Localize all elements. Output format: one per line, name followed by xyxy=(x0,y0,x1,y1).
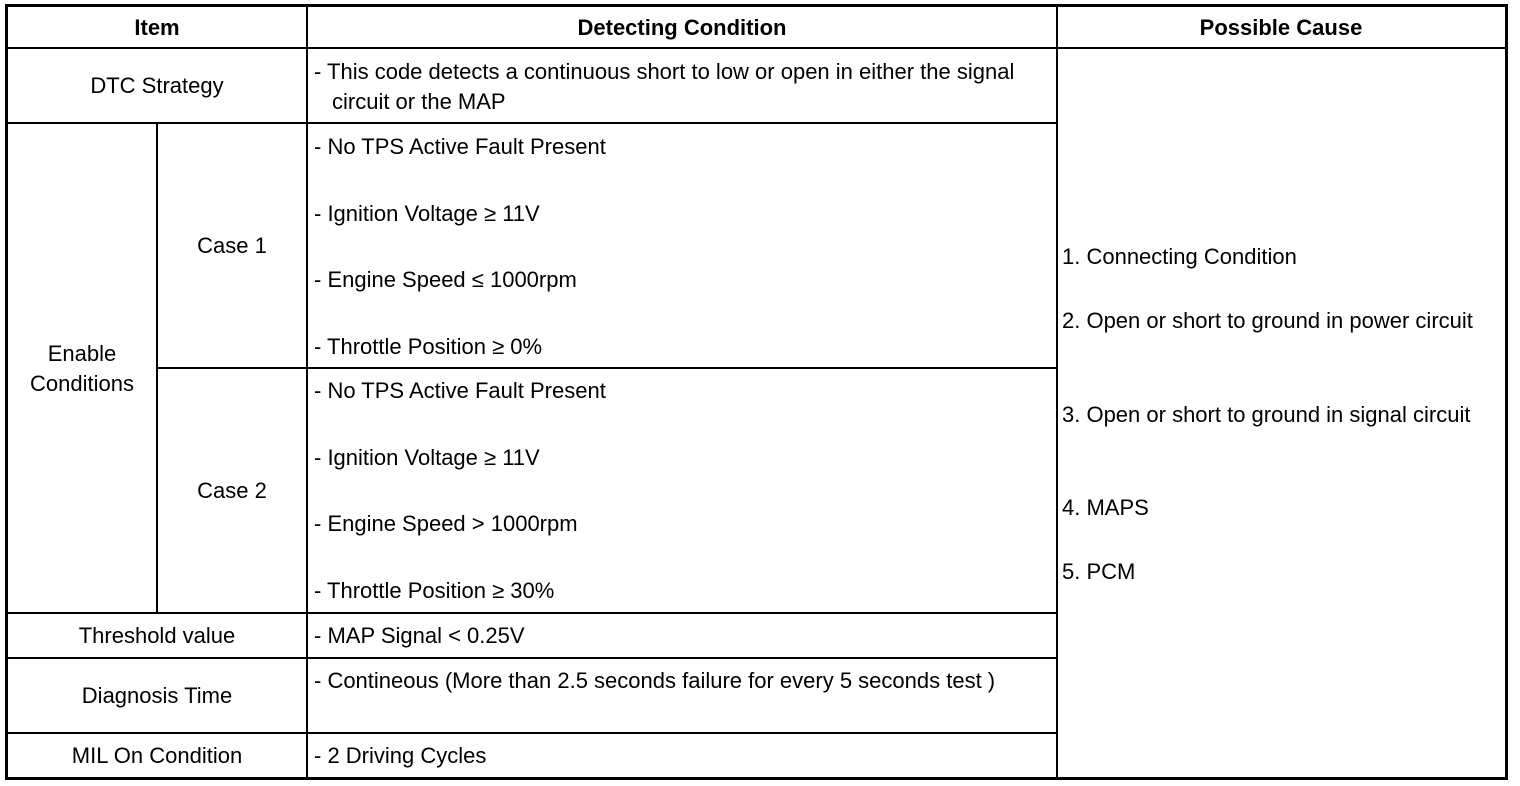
row-divider xyxy=(7,47,1506,49)
diagnosis-time-label: Diagnosis Time xyxy=(81,683,233,708)
case1-condition: - Throttle Position ≥ 0% xyxy=(314,334,543,359)
cause-item: 2. Open or short to ground in power circ… xyxy=(1062,308,1473,333)
cause-item: 1. Connecting Condition xyxy=(1062,244,1297,269)
case-1-label: Case 1 xyxy=(197,233,267,258)
case1-condition: - Ignition Voltage ≥ 11V xyxy=(314,201,540,226)
cause-item: 3. Open or short to ground in signal cir… xyxy=(1062,402,1471,427)
threshold-condition: - MAP Signal < 0.25V xyxy=(314,623,525,648)
row-divider xyxy=(7,732,1057,734)
case-2-label: Case 2 xyxy=(197,478,267,503)
row-divider xyxy=(7,122,1057,124)
enable-conditions-label: Enable Conditions xyxy=(30,340,134,396)
case2-condition: - Engine Speed > 1000rpm xyxy=(314,511,578,536)
header-item: Item xyxy=(134,15,180,40)
row-divider xyxy=(7,612,1057,614)
row-divider xyxy=(7,657,1057,659)
case2-condition: - Throttle Position ≥ 30% xyxy=(314,578,555,603)
column-divider xyxy=(306,6,308,778)
row-divider xyxy=(156,367,1057,369)
header-possible-cause: Possible Cause xyxy=(1199,15,1363,40)
case2-condition: - Ignition Voltage ≥ 11V xyxy=(314,445,540,470)
mil-condition: - 2 Driving Cycles xyxy=(314,743,487,768)
dtc-strategy-condition: - This code detects a continuous short t… xyxy=(314,59,1015,114)
cause-item: 4. MAPS xyxy=(1062,495,1149,520)
diagnosis-time-condition: - Contineous (More than 2.5 seconds fail… xyxy=(314,668,996,693)
table-border xyxy=(5,4,1508,780)
case2-condition: - No TPS Active Fault Present xyxy=(314,378,606,403)
cause-item: 5. PCM xyxy=(1062,559,1136,584)
case1-condition: - No TPS Active Fault Present xyxy=(314,134,606,159)
case1-condition: - Engine Speed ≤ 1000rpm xyxy=(314,267,577,292)
threshold-value-label: Threshold value xyxy=(78,623,236,648)
dtc-strategy-label: DTC Strategy xyxy=(90,73,224,98)
mil-on-condition-label: MIL On Condition xyxy=(71,743,243,768)
column-divider xyxy=(1056,6,1058,778)
header-detecting-condition: Detecting Condition xyxy=(577,15,787,40)
